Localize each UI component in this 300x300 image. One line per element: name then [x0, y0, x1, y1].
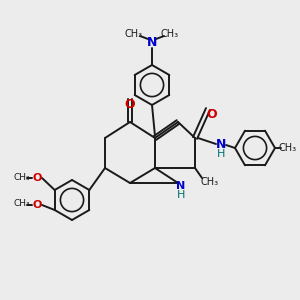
Text: CH₃: CH₃ — [201, 177, 219, 187]
Text: O: O — [207, 109, 217, 122]
Text: H: H — [177, 190, 185, 200]
Text: CH₃: CH₃ — [14, 172, 30, 182]
Text: CH₃: CH₃ — [14, 200, 30, 208]
Text: N: N — [147, 37, 157, 50]
Text: N: N — [216, 139, 226, 152]
Text: H: H — [217, 149, 225, 159]
Text: O: O — [125, 98, 135, 110]
Text: N: N — [176, 181, 186, 191]
Text: O: O — [32, 173, 42, 183]
Text: CH₃: CH₃ — [125, 29, 143, 39]
Text: CH₃: CH₃ — [161, 29, 179, 39]
Text: CH₃: CH₃ — [279, 143, 297, 153]
Text: O: O — [32, 200, 42, 210]
